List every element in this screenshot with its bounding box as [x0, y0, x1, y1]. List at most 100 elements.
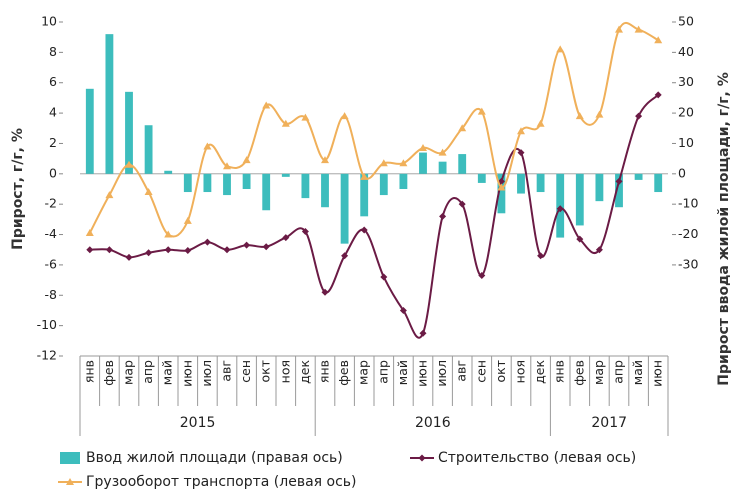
bar [105, 34, 114, 174]
x-tick-label: май [630, 360, 645, 385]
legend-label: Строительство (левая ось) [438, 450, 636, 466]
x-tick-label: сен [473, 360, 488, 383]
x-tick-label: апр [140, 360, 155, 384]
bar [125, 91, 133, 174]
y-tick-label: 10 [41, 14, 57, 29]
x-tick-label: дек [532, 360, 547, 384]
triangle-marker [223, 162, 231, 170]
triangle-marker [654, 36, 663, 44]
diamond-marker [458, 200, 466, 208]
bar [321, 173, 329, 208]
triangle-marker [497, 183, 506, 191]
bar [438, 161, 447, 174]
x-tick-label: апр [375, 360, 390, 384]
y2-tick-label: 40 [678, 44, 694, 59]
x-tick-label: ноя [277, 360, 292, 383]
y2-tick-label: 20 [678, 105, 694, 120]
bar [477, 173, 486, 183]
bar [458, 154, 467, 174]
line [88, 21, 659, 238]
triangle-marker [438, 148, 447, 156]
x-tick-label: янв [317, 360, 332, 383]
x-tick-label: апр [611, 360, 626, 384]
y-tick-label: 0 [49, 165, 57, 180]
bar [262, 173, 271, 211]
diamond-marker [321, 288, 329, 296]
bar [595, 173, 604, 202]
triangle-marker [595, 110, 604, 118]
triangle-marker [634, 25, 643, 33]
triangle-marker [144, 188, 153, 196]
diamond-marker [301, 228, 309, 236]
diamond-marker [86, 246, 94, 254]
triangle-marker [262, 101, 271, 109]
diamond-marker [595, 246, 603, 254]
diamond-marker [360, 226, 368, 234]
diamond-marker [537, 252, 545, 260]
bar [419, 152, 427, 174]
x-group-label: 2017 [591, 415, 627, 431]
diamond-marker [341, 252, 349, 260]
diamond-marker [380, 273, 388, 281]
x-tick-label: июн [650, 360, 665, 387]
bar [517, 173, 525, 194]
x-tick-label: июл [199, 360, 214, 387]
triangle-marker [458, 124, 467, 132]
diamond-marker [615, 177, 623, 185]
bar [85, 88, 94, 174]
y-tick-label: 2 [49, 135, 57, 150]
x-tick-label: фев [336, 360, 351, 386]
y-tick-label: -10 [37, 317, 57, 332]
bar [144, 125, 153, 174]
x-tick-label: мар [356, 360, 371, 385]
triangle-marker [340, 112, 349, 120]
triangle-marker [164, 230, 173, 238]
diamond-marker [399, 306, 407, 314]
bar [536, 173, 545, 193]
diamond-marker [282, 234, 290, 242]
triangle-marker [575, 112, 584, 120]
x-tick-label: фев [571, 360, 586, 386]
x-group-label: 2015 [180, 415, 216, 431]
triangle-marker [66, 478, 74, 485]
x-tick-label: май [160, 360, 175, 385]
y2-tick-label: 10 [678, 135, 694, 150]
x-group-label: 2016 [415, 415, 451, 431]
bar [203, 173, 212, 193]
x-tick-label: фев [101, 360, 116, 386]
y-tick-label: -6 [45, 256, 58, 271]
diamond-marker [439, 212, 447, 220]
triangle-marker [360, 172, 369, 180]
x-tick-label: мар [121, 360, 136, 385]
triangle-marker [183, 216, 192, 224]
y2-tick-label: 0 [678, 165, 686, 180]
legend-label: Грузооборот транспорта (левая ось) [86, 474, 357, 490]
bar [654, 173, 663, 193]
triangle-marker [399, 159, 408, 167]
triangle-marker [379, 159, 388, 167]
x-tick-label: ноя [513, 360, 528, 383]
y2-tick-label: 30 [678, 74, 694, 89]
bar [340, 173, 349, 244]
y-tick-label: -4 [45, 226, 58, 241]
triangle-marker [281, 119, 290, 127]
triangle-marker [203, 142, 212, 150]
bar [281, 173, 290, 177]
x-tick-label: янв [81, 360, 96, 383]
x-tick-label: окт [258, 360, 273, 382]
triangle-marker [556, 45, 565, 53]
legend-swatch [60, 452, 80, 464]
y2-tick-label: -10 [678, 196, 698, 211]
bar [301, 173, 310, 199]
diamond-marker [164, 246, 172, 254]
x-tick-label: окт [493, 360, 508, 382]
diamond-marker [517, 149, 525, 157]
diamond-marker [635, 112, 643, 120]
diamond-marker [125, 253, 133, 261]
diamond-marker [145, 249, 153, 257]
y2-tick-label: -30 [678, 256, 698, 271]
x-tick-label: мар [591, 360, 606, 385]
diamond-marker [478, 272, 486, 280]
x-tick-label: дек [297, 360, 312, 384]
diamond-marker [184, 246, 192, 254]
